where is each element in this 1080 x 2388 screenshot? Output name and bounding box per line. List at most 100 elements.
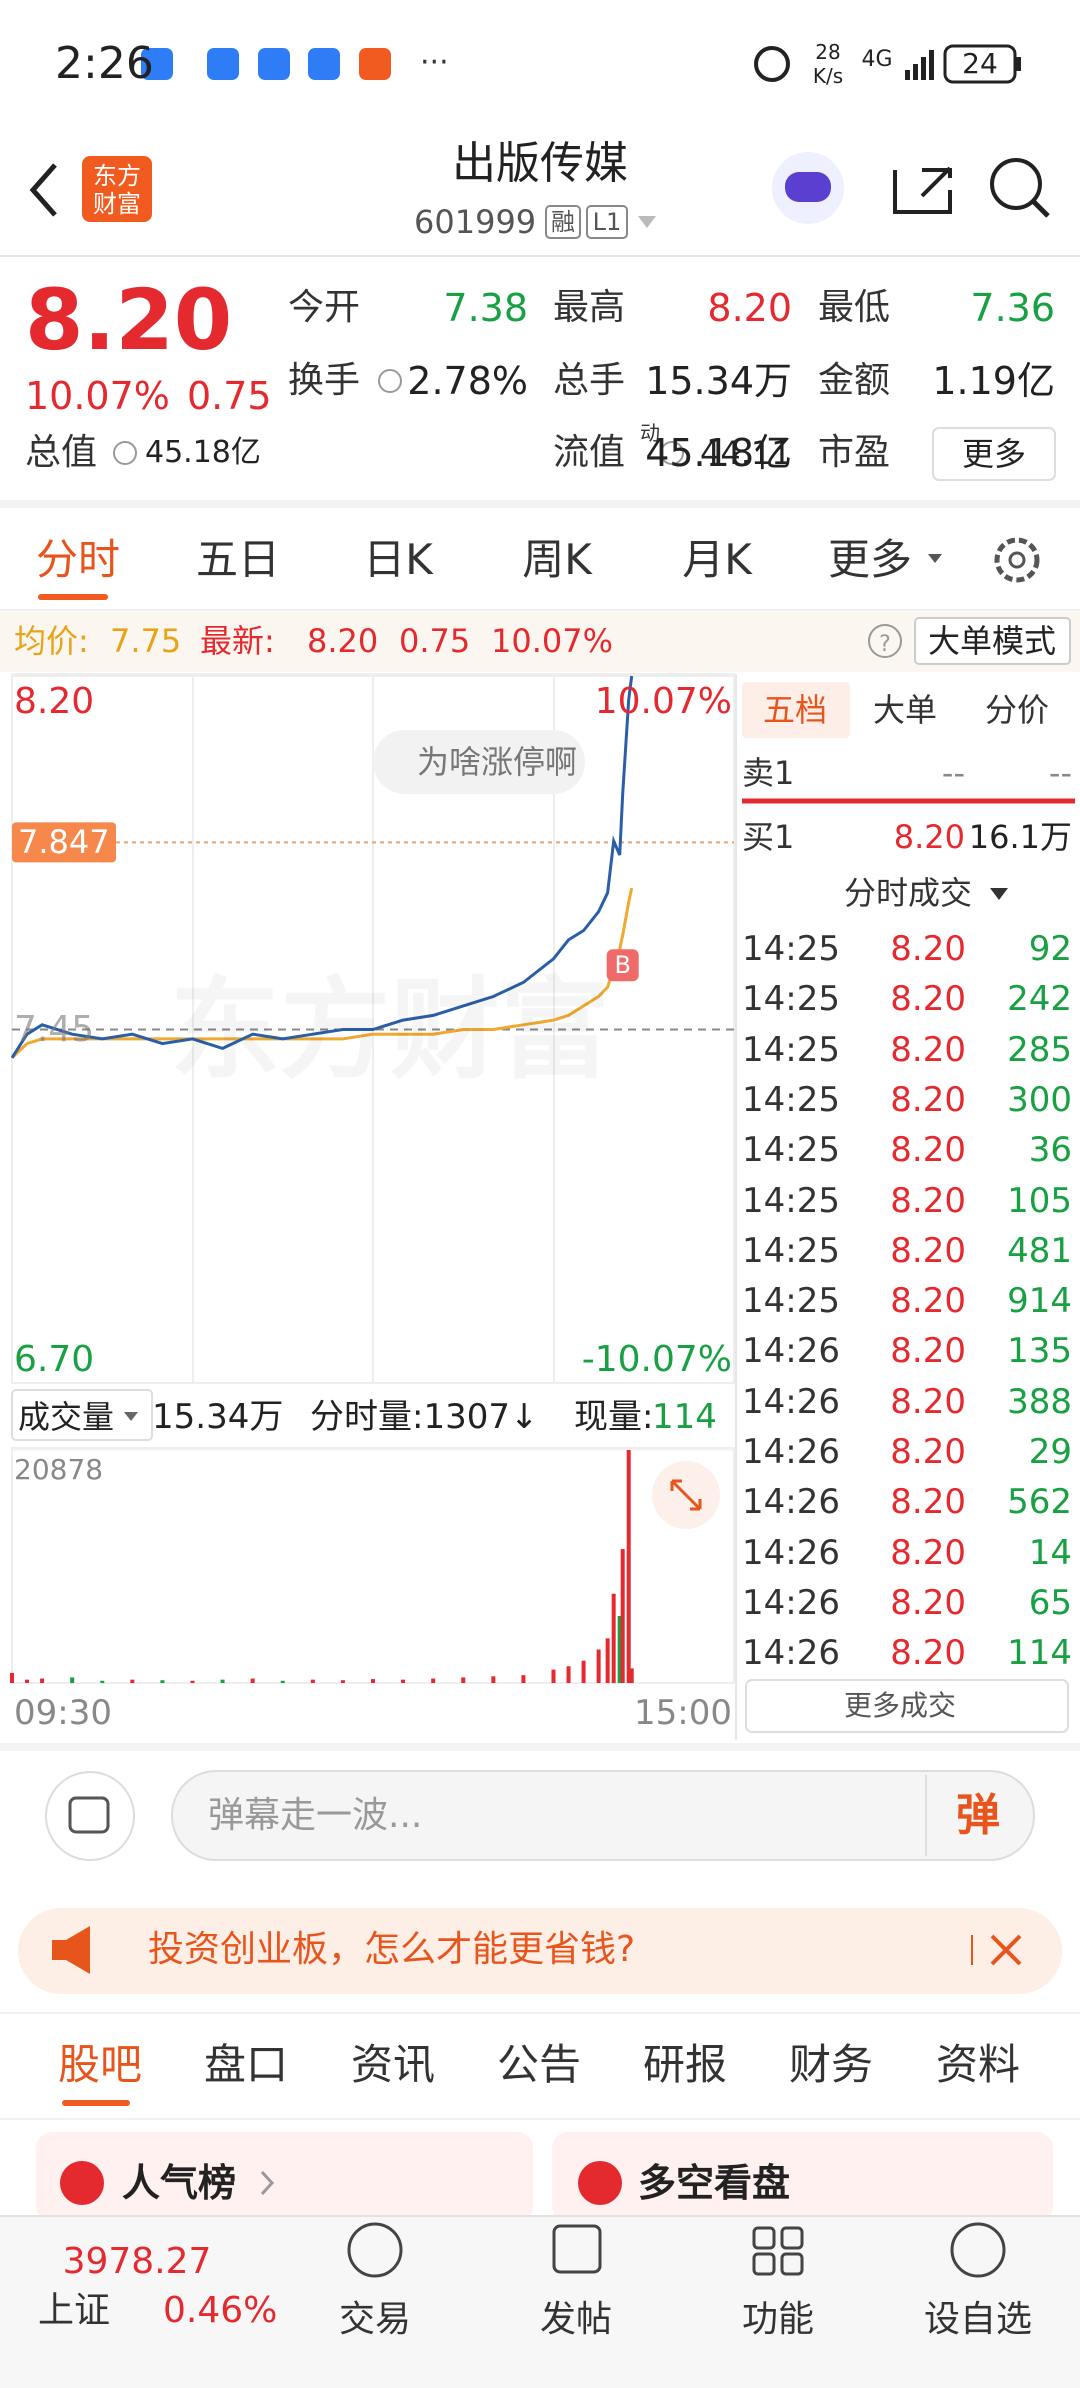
info-icon[interactable] <box>378 369 402 393</box>
panel-tab[interactable]: 五档 <box>762 691 828 729</box>
stat-value: 44.11 <box>700 434 792 472</box>
section-tab[interactable]: 股吧 <box>57 2040 143 2089</box>
trade-marker <box>606 949 639 982</box>
nav-icon[interactable] <box>347 2222 403 2278</box>
volume-bar <box>521 1675 526 1683</box>
badge: L1 <box>592 208 622 236</box>
comment-bubble-text[interactable]: 为啥涨停啊 <box>416 743 578 781</box>
more-dots: ··· <box>420 45 449 80</box>
card-title[interactable]: 多空看盘 <box>638 2161 791 2205</box>
summary-avg-label: 均价: <box>14 622 89 660</box>
close-button[interactable] <box>990 1934 1022 1966</box>
search-icon[interactable] <box>990 158 1042 210</box>
danmaku-button[interactable]: 弹 <box>956 1790 1000 1841</box>
volume-bar <box>401 1679 406 1683</box>
volume-bar <box>491 1676 496 1683</box>
section-tab[interactable]: 资讯 <box>350 2040 436 2089</box>
banner-text[interactable]: 投资创业板，怎么才能更省钱? <box>148 1929 636 1970</box>
volume-bar <box>581 1660 586 1683</box>
chart-tab[interactable]: 周K <box>522 535 592 584</box>
trade-price: 8.20 <box>890 1230 966 1271</box>
nav-label[interactable]: 功能 <box>741 2299 815 2340</box>
info-icon[interactable] <box>660 441 684 465</box>
trade-volume: 914 <box>1007 1281 1072 1322</box>
more-button[interactable] <box>932 427 1056 481</box>
volume-bar <box>10 1672 14 1683</box>
stat-value: 7.36 <box>970 286 1055 330</box>
trade-price: 8.20 <box>890 1281 966 1322</box>
mode-button[interactable] <box>914 617 1071 665</box>
trade-price: 8.20 <box>890 979 966 1020</box>
trade-time: 14:25 <box>742 1130 840 1171</box>
book-price: -- <box>941 754 965 792</box>
panel-tab[interactable]: 分价 <box>984 691 1050 729</box>
volume-bar <box>100 1680 105 1683</box>
summary-avg: 7.75 <box>110 622 182 660</box>
trade-time: 14:25 <box>742 1281 840 1322</box>
dropdown-icon[interactable] <box>990 888 1008 900</box>
back-button[interactable] <box>29 163 57 217</box>
net-type: 4G <box>861 47 893 72</box>
comment-bubble[interactable] <box>373 730 585 794</box>
section-tab[interactable]: 公告 <box>496 2040 582 2089</box>
dropdown-icon <box>124 1412 138 1421</box>
panel-tab[interactable]: 大单 <box>872 691 938 729</box>
more-trades-label[interactable]: 更多成交 <box>843 1689 957 1722</box>
card[interactable] <box>552 2132 1053 2222</box>
volume-bar <box>629 1668 634 1683</box>
trade-volume: 285 <box>1007 1029 1072 1070</box>
chart-tab[interactable]: 分时 <box>35 535 121 584</box>
volume-frame <box>11 1447 735 1684</box>
nav-icon[interactable] <box>552 2224 602 2274</box>
stat-value: 7.38 <box>443 286 528 330</box>
section-tab[interactable]: 盘口 <box>203 2040 289 2089</box>
more-trades-button[interactable] <box>745 1679 1069 1733</box>
danmaku-toggle[interactable] <box>45 1771 135 1861</box>
mode-button-label[interactable]: 大单模式 <box>927 622 1057 660</box>
price-line <box>10 675 634 1059</box>
nav-label[interactable]: 设自选 <box>923 2299 1033 2340</box>
dropdown-icon[interactable] <box>638 216 656 228</box>
nav-icon[interactable] <box>752 2226 804 2276</box>
volume-selector[interactable] <box>11 1389 153 1441</box>
volume-bar <box>626 1450 631 1683</box>
nav-label[interactable]: 交易 <box>338 2299 412 2340</box>
chart-tab[interactable]: 日K <box>363 535 433 584</box>
active-panel-tab[interactable] <box>742 682 850 738</box>
help-icon[interactable] <box>868 624 902 658</box>
chart-tab[interactable]: 更多 <box>827 535 913 584</box>
settings-icon[interactable] <box>994 537 1040 583</box>
trade-time: 14:25 <box>742 929 840 969</box>
divider <box>0 500 1080 508</box>
summary-latest-label: 最新: <box>200 622 275 660</box>
banner[interactable] <box>18 1908 1062 1994</box>
dropdown-icon[interactable] <box>928 554 942 563</box>
section-tab[interactable]: 财务 <box>788 2040 874 2089</box>
nav-label[interactable]: 发帖 <box>539 2299 613 2340</box>
chart-tab[interactable]: 五日 <box>195 535 281 584</box>
info-icon[interactable] <box>113 441 137 465</box>
current-volume-label: 现量: <box>574 1397 654 1437</box>
volume-selector-label[interactable]: 成交量 <box>18 1398 115 1436</box>
trade-price: 8.20 <box>890 1079 966 1120</box>
share-icon[interactable] <box>893 166 952 214</box>
notif-icon <box>359 48 391 80</box>
robot-face <box>785 172 831 202</box>
stat-label: 今开 <box>288 287 361 328</box>
more-button-label[interactable]: 更多 <box>961 435 1027 473</box>
chart-tab[interactable]: 月K <box>682 535 752 584</box>
trade-time: 14:25 <box>742 1029 840 1070</box>
section-tab[interactable]: 资料 <box>935 2040 1021 2089</box>
nav-icon[interactable] <box>950 2222 1006 2278</box>
volume-bar <box>461 1677 466 1683</box>
stat-value: 8.20 <box>707 286 792 330</box>
volume-bar <box>70 1677 75 1683</box>
card[interactable] <box>36 2132 533 2222</box>
stat-label: 总手 <box>553 360 626 401</box>
card-icon <box>60 2161 104 2205</box>
trade-volume: 29 <box>1028 1432 1072 1472</box>
comment-input[interactable] <box>171 1770 1035 1861</box>
section-tab[interactable]: 研报 <box>642 2040 728 2089</box>
card-title[interactable]: 人气榜 <box>122 2161 237 2205</box>
